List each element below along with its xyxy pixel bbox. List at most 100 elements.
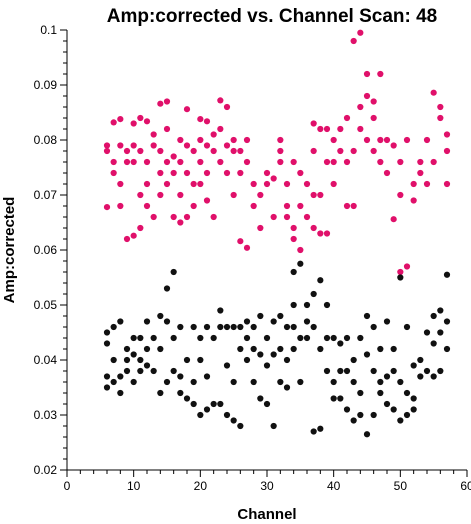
data-point — [190, 400, 197, 408]
data-point — [243, 356, 251, 364]
data-point — [197, 116, 204, 123]
data-point — [437, 307, 444, 314]
data-point — [117, 373, 124, 380]
data-point — [190, 378, 197, 386]
data-point — [277, 158, 284, 166]
data-point — [303, 318, 311, 325]
data-point — [303, 301, 311, 309]
data-point — [250, 378, 257, 386]
data-point — [103, 147, 111, 155]
data-point — [390, 367, 397, 375]
data-point — [257, 395, 264, 402]
data-point — [437, 367, 444, 375]
data-point — [257, 312, 264, 320]
data-point — [263, 334, 271, 342]
data-point — [223, 169, 231, 177]
x-tick-label: 0 — [64, 479, 71, 493]
chart-title: Amp:corrected vs. Channel Scan: 48 — [107, 6, 438, 27]
data-point — [277, 312, 284, 320]
data-point — [177, 323, 184, 331]
data-point — [363, 136, 371, 144]
data-point — [290, 158, 297, 166]
data-point — [283, 180, 291, 188]
data-point — [237, 238, 244, 245]
data-point — [270, 351, 277, 358]
data-point — [257, 351, 264, 358]
y-ticks: 0.02 0.03 0.04 0.05 0.06 0.07 0.08 0.09 0.1 — [34, 23, 67, 477]
y-tick-label: 0.03 — [34, 408, 58, 422]
data-point — [130, 232, 137, 239]
x-tick-label: 20 — [194, 479, 208, 493]
data-point — [370, 114, 377, 122]
y-tick-label: 0.07 — [34, 188, 58, 202]
data-point — [203, 118, 211, 125]
data-point — [377, 136, 384, 144]
data-point — [257, 191, 264, 199]
data-point — [330, 136, 337, 144]
data-point — [197, 158, 204, 166]
data-point — [137, 367, 144, 375]
data-point — [377, 345, 384, 353]
series-0 — [103, 29, 451, 276]
data-point — [330, 180, 337, 188]
data-point — [243, 244, 251, 251]
data-point — [137, 114, 144, 122]
data-point — [143, 202, 151, 210]
x-tick-label: 60 — [460, 479, 471, 493]
data-point — [343, 406, 351, 413]
data-point — [317, 425, 324, 432]
data-point — [423, 367, 431, 375]
y-tick-label: 0.06 — [34, 243, 58, 257]
data-point — [283, 213, 291, 221]
data-point — [177, 136, 184, 144]
data-point — [230, 378, 237, 386]
data-point — [230, 136, 237, 144]
data-point — [143, 158, 151, 166]
data-point — [270, 422, 277, 430]
data-point — [197, 356, 204, 364]
data-point — [230, 417, 237, 424]
data-point — [383, 400, 391, 408]
data-point — [203, 323, 211, 331]
data-point — [410, 197, 417, 204]
data-point — [210, 400, 217, 408]
data-point — [430, 158, 437, 166]
data-point — [383, 318, 391, 325]
data-point — [283, 323, 291, 331]
data-point — [377, 70, 384, 78]
y-tick-label: 0.08 — [34, 133, 58, 147]
data-point — [363, 431, 371, 438]
data-point — [123, 158, 131, 166]
data-point — [110, 119, 117, 126]
data-point — [117, 202, 124, 210]
data-point — [103, 340, 111, 347]
data-point — [443, 180, 451, 188]
data-point — [177, 191, 184, 199]
data-point — [137, 356, 144, 364]
data-point — [230, 323, 237, 331]
data-point — [263, 400, 271, 408]
x-tick-label: 10 — [127, 479, 141, 493]
data-point — [197, 180, 204, 188]
data-point — [297, 202, 304, 210]
data-point — [263, 180, 271, 188]
data-point — [197, 334, 204, 342]
data-point — [203, 142, 211, 149]
data-point — [337, 395, 344, 402]
data-point — [217, 400, 224, 408]
data-point — [443, 131, 451, 138]
data-point — [350, 356, 357, 364]
data-point — [290, 235, 297, 243]
data-point — [410, 362, 417, 369]
data-point — [317, 191, 324, 199]
data-point — [357, 389, 364, 397]
plot-area — [103, 29, 451, 438]
data-point — [370, 98, 377, 105]
data-point — [323, 158, 331, 166]
data-point — [277, 345, 284, 353]
data-point — [357, 411, 364, 419]
data-point — [163, 180, 171, 188]
y-tick-label: 0.1 — [40, 23, 57, 37]
data-point — [403, 411, 411, 419]
